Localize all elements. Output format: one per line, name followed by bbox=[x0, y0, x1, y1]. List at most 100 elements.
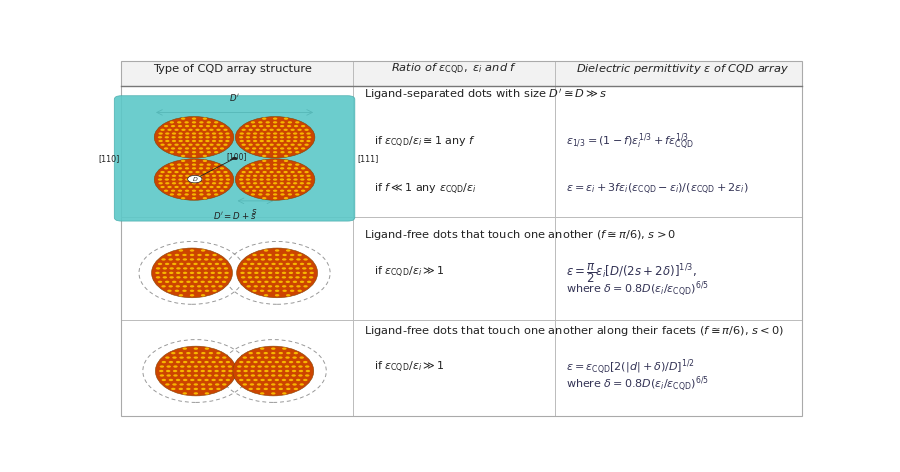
Circle shape bbox=[183, 267, 187, 270]
Circle shape bbox=[282, 379, 286, 381]
Circle shape bbox=[172, 140, 176, 142]
Circle shape bbox=[251, 163, 255, 166]
Circle shape bbox=[156, 276, 160, 278]
Circle shape bbox=[257, 374, 262, 377]
Circle shape bbox=[166, 383, 169, 386]
Circle shape bbox=[297, 129, 302, 131]
Circle shape bbox=[273, 125, 277, 127]
Circle shape bbox=[280, 167, 284, 169]
Text: $\varepsilon_{1/3} = (1-f)\varepsilon_i^{1/3} + f\varepsilon_{\mathrm{CQD}}^{1/3: $\varepsilon_{1/3} = (1-f)\varepsilon_i^… bbox=[566, 131, 694, 153]
Circle shape bbox=[212, 254, 217, 256]
Circle shape bbox=[172, 182, 176, 185]
Circle shape bbox=[273, 121, 277, 124]
Circle shape bbox=[285, 383, 290, 386]
Circle shape bbox=[165, 175, 169, 177]
Circle shape bbox=[245, 125, 249, 127]
Circle shape bbox=[284, 155, 288, 157]
Circle shape bbox=[190, 258, 194, 261]
Circle shape bbox=[212, 285, 216, 287]
Circle shape bbox=[218, 272, 222, 274]
Circle shape bbox=[178, 136, 183, 138]
Circle shape bbox=[194, 388, 198, 390]
Circle shape bbox=[288, 121, 292, 124]
Circle shape bbox=[256, 356, 261, 359]
Circle shape bbox=[253, 140, 257, 142]
Circle shape bbox=[247, 133, 250, 135]
Circle shape bbox=[291, 129, 295, 131]
Circle shape bbox=[309, 276, 313, 278]
Circle shape bbox=[279, 352, 283, 354]
Circle shape bbox=[241, 171, 246, 173]
Circle shape bbox=[195, 186, 200, 188]
Circle shape bbox=[284, 197, 288, 199]
Circle shape bbox=[192, 194, 196, 195]
Circle shape bbox=[274, 276, 279, 278]
Circle shape bbox=[162, 379, 166, 381]
Circle shape bbox=[197, 379, 202, 381]
Circle shape bbox=[186, 370, 191, 372]
Circle shape bbox=[282, 347, 286, 350]
Circle shape bbox=[240, 272, 245, 274]
Text: where $\delta = 0.8D(\varepsilon_i/\varepsilon_{\mathrm{CQD}})^{6/5}$: where $\delta = 0.8D(\varepsilon_i/\vare… bbox=[566, 279, 709, 299]
Circle shape bbox=[256, 388, 260, 390]
Circle shape bbox=[292, 365, 296, 368]
Circle shape bbox=[260, 347, 265, 350]
Circle shape bbox=[185, 178, 189, 181]
Circle shape bbox=[256, 129, 260, 131]
Circle shape bbox=[259, 125, 264, 127]
Circle shape bbox=[305, 374, 310, 377]
Circle shape bbox=[257, 370, 262, 372]
Circle shape bbox=[286, 178, 291, 181]
Circle shape bbox=[197, 272, 202, 274]
Circle shape bbox=[225, 182, 230, 185]
Circle shape bbox=[194, 356, 198, 359]
Circle shape bbox=[273, 163, 277, 166]
Ellipse shape bbox=[233, 346, 314, 396]
Circle shape bbox=[226, 379, 230, 381]
Circle shape bbox=[268, 285, 272, 287]
Circle shape bbox=[205, 133, 210, 135]
Circle shape bbox=[166, 374, 171, 377]
Circle shape bbox=[249, 356, 254, 359]
Circle shape bbox=[293, 133, 297, 135]
Circle shape bbox=[271, 347, 275, 350]
Circle shape bbox=[171, 352, 176, 354]
Circle shape bbox=[248, 276, 252, 278]
Circle shape bbox=[202, 143, 207, 146]
Circle shape bbox=[190, 294, 194, 296]
Circle shape bbox=[206, 190, 211, 192]
Circle shape bbox=[187, 374, 192, 377]
Circle shape bbox=[179, 249, 184, 252]
Circle shape bbox=[282, 361, 286, 363]
Circle shape bbox=[203, 272, 208, 274]
Circle shape bbox=[220, 190, 224, 192]
Circle shape bbox=[295, 151, 300, 153]
Circle shape bbox=[294, 147, 298, 150]
Circle shape bbox=[265, 365, 269, 368]
Circle shape bbox=[206, 167, 211, 169]
Circle shape bbox=[168, 361, 173, 363]
Circle shape bbox=[175, 129, 179, 131]
Circle shape bbox=[192, 147, 196, 150]
Circle shape bbox=[216, 186, 220, 188]
Circle shape bbox=[253, 175, 257, 177]
Circle shape bbox=[247, 175, 250, 177]
Circle shape bbox=[178, 175, 183, 177]
Circle shape bbox=[219, 361, 223, 363]
Circle shape bbox=[214, 374, 219, 377]
Circle shape bbox=[278, 370, 283, 372]
Circle shape bbox=[266, 167, 270, 169]
Text: $D$: $D$ bbox=[192, 175, 198, 183]
Circle shape bbox=[160, 143, 165, 146]
Circle shape bbox=[175, 290, 179, 292]
Circle shape bbox=[192, 163, 196, 166]
Circle shape bbox=[225, 140, 230, 142]
Circle shape bbox=[300, 175, 304, 177]
Circle shape bbox=[194, 365, 198, 368]
Circle shape bbox=[306, 140, 310, 142]
Circle shape bbox=[254, 258, 258, 261]
Circle shape bbox=[181, 186, 185, 188]
Circle shape bbox=[184, 194, 189, 195]
Circle shape bbox=[259, 182, 264, 185]
Circle shape bbox=[289, 285, 293, 287]
